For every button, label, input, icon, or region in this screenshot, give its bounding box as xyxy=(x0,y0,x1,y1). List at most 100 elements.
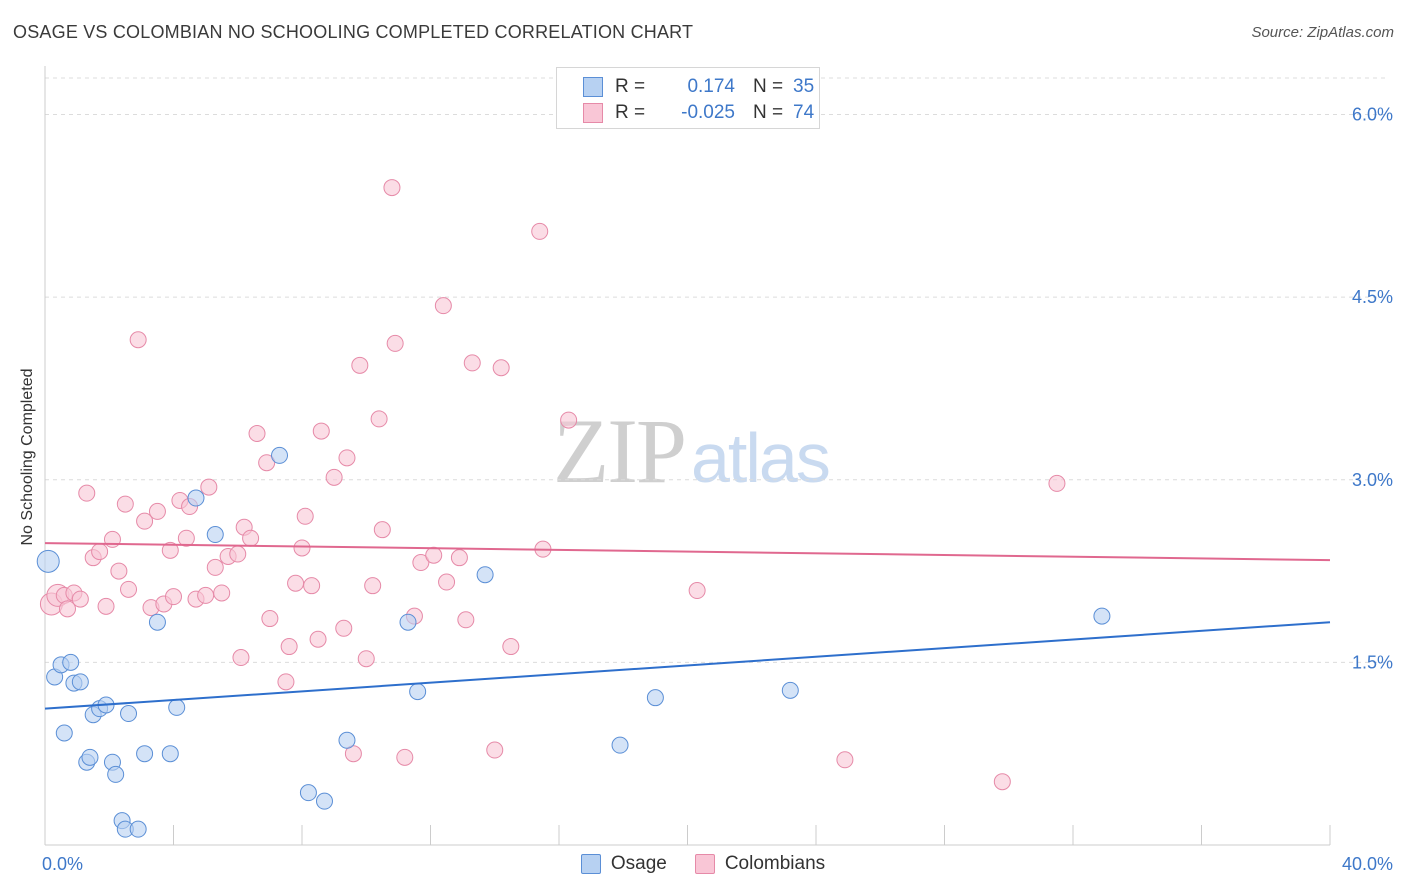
colombian-point xyxy=(71,590,89,608)
colombian-point xyxy=(129,331,147,349)
legend-item-osage[interactable]: Osage xyxy=(580,853,667,875)
colombian-point xyxy=(836,751,854,769)
colombian-point xyxy=(531,222,549,240)
colombian-point xyxy=(412,554,430,572)
colombian-point xyxy=(116,495,134,513)
colombian-point xyxy=(197,586,215,604)
colombian-point xyxy=(309,630,327,648)
r-value: -0.025 xyxy=(681,102,735,123)
colombian-point xyxy=(425,546,443,564)
colombian-point xyxy=(383,179,401,197)
y-tick-label: 4.5% xyxy=(1352,287,1393,307)
colombian-point xyxy=(293,539,311,557)
osage-swatch xyxy=(583,77,603,97)
colombian-point xyxy=(492,359,510,377)
colombian-point xyxy=(165,588,182,606)
colombian-point xyxy=(148,502,166,520)
colombians-swatch xyxy=(583,103,603,123)
colombian-point xyxy=(287,574,305,592)
osage-point xyxy=(646,689,664,707)
colombian-point xyxy=(280,638,298,656)
osage-point xyxy=(148,613,166,631)
colombian-point xyxy=(261,610,279,628)
osage-point xyxy=(168,698,186,716)
colombian-point xyxy=(386,334,404,352)
colombian-point xyxy=(463,354,481,372)
osage-point xyxy=(409,683,427,701)
osage-point xyxy=(120,705,138,723)
colombian-trend-line xyxy=(44,542,1331,562)
osage-point xyxy=(1093,607,1111,625)
colombian-point xyxy=(200,478,218,496)
legend-item-colombians[interactable]: Colombians xyxy=(694,853,826,875)
osage-point xyxy=(161,745,179,763)
legend-label-osage: Osage xyxy=(610,853,667,874)
osage-point xyxy=(36,549,60,573)
osage-point xyxy=(299,784,317,802)
y-tick-label: 3.0% xyxy=(1352,470,1393,490)
x-tick-label: 40.0% xyxy=(1342,854,1393,874)
colombian-point xyxy=(1048,474,1066,492)
colombian-point xyxy=(177,529,195,547)
osage-point xyxy=(206,526,224,544)
osage-point xyxy=(187,489,205,507)
colombian-point xyxy=(303,577,321,595)
osage-swatch xyxy=(580,854,601,874)
n-label: N = xyxy=(753,76,784,97)
colombian-point xyxy=(325,468,343,486)
colombian-point xyxy=(58,600,76,618)
osage-point xyxy=(476,566,494,584)
colombian-point xyxy=(993,773,1011,791)
colombian-point xyxy=(78,484,96,502)
colombians-swatch xyxy=(694,854,715,874)
osage-point xyxy=(611,736,629,754)
watermark-atlas: atlas xyxy=(691,419,831,497)
r-label: R = xyxy=(615,102,646,123)
osage-point xyxy=(107,765,125,783)
colombian-point xyxy=(351,356,369,374)
chart-title: OSAGE VS COLOMBIAN NO SCHOOLING COMPLETE… xyxy=(13,22,694,42)
colombian-point xyxy=(370,410,388,428)
n-value: 74 xyxy=(793,102,815,123)
n-value: 35 xyxy=(793,76,815,97)
colombian-point xyxy=(277,673,295,691)
y-tick-label: 6.0% xyxy=(1352,105,1393,125)
colombian-point xyxy=(213,584,231,602)
legend-label-colombians: Colombians xyxy=(724,853,826,874)
osage-trend-line xyxy=(44,621,1331,710)
osage-point xyxy=(271,446,289,464)
colombian-point xyxy=(338,449,356,467)
x-tick-label: 0.0% xyxy=(42,854,83,874)
colombian-point xyxy=(110,562,128,580)
legend-row-osage: R = 0.174 N = 35 xyxy=(583,75,814,99)
y-tick-label: 1.5% xyxy=(1352,652,1393,672)
colombian-point xyxy=(242,529,260,547)
colombian-point xyxy=(502,638,520,656)
colombian-point xyxy=(229,545,247,563)
colombian-point xyxy=(97,597,115,615)
osage-point xyxy=(129,820,147,838)
osage-point xyxy=(781,681,799,699)
colombian-point xyxy=(396,748,414,766)
colombian-point xyxy=(335,619,353,637)
osage-point xyxy=(338,731,356,749)
osage-point xyxy=(315,792,333,810)
osage-point xyxy=(136,745,154,763)
colombian-point xyxy=(434,297,452,315)
colombian-point xyxy=(296,507,314,525)
colombian-point xyxy=(161,541,179,559)
colombian-point xyxy=(560,411,578,429)
osage-point xyxy=(62,653,80,671)
colombian-point xyxy=(438,573,456,591)
n-label: N = xyxy=(753,102,784,123)
legend-row-colombians: R = -0.025 N = 74 xyxy=(583,101,814,125)
colombian-point xyxy=(248,424,266,442)
colombian-point xyxy=(120,580,138,598)
osage-point xyxy=(55,724,73,742)
osage-point xyxy=(71,673,89,691)
colombian-point xyxy=(258,454,276,472)
series-legend: Osage Colombians xyxy=(0,852,1406,876)
colombian-point xyxy=(450,549,468,567)
osage-point xyxy=(399,613,417,631)
